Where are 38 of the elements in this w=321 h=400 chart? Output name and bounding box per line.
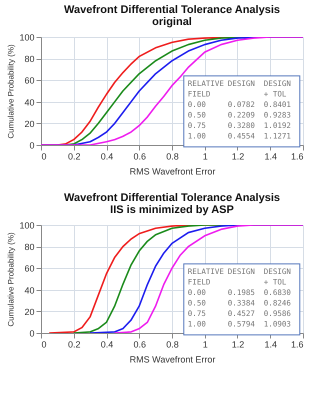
y-tick-label: 40 [24, 97, 34, 108]
x-tick-label: 0.8 [166, 340, 179, 350]
x-tick-label: 0 [42, 340, 47, 350]
x-tick-label: 1.2 [232, 340, 244, 350]
x-tick-label: 0.4 [100, 340, 114, 350]
y-tick-label: 0 [29, 328, 34, 338]
x-tick-label: 1.2 [232, 152, 244, 162]
x-tick-label: 0 [42, 152, 47, 162]
y-tick-label: 0 [29, 140, 34, 150]
y-axis-title: Cumulative Probability (%) [6, 232, 16, 327]
y-tick-label: 60 [24, 264, 34, 274]
x-tick-label: 1.4 [264, 340, 278, 350]
y-tick-label: 20 [24, 118, 34, 129]
x-tick-label: 0.8 [166, 152, 179, 162]
y-tick-label: 100 [19, 32, 34, 42]
chart-subtitle: original [152, 16, 192, 28]
y-tick-label: 40 [24, 285, 34, 296]
x-tick-label: 1.6 [290, 340, 304, 350]
chart-title: Wavefront Differential Tolerance Analysis [64, 4, 280, 16]
y-tick-label: 60 [24, 76, 34, 86]
y-tick-label: 80 [24, 242, 34, 252]
x-tick-label: 0.2 [68, 340, 81, 350]
x-tick-label: 1.6 [290, 152, 304, 162]
x-tick-label: 0.6 [133, 152, 146, 162]
x-axis-title: RMS Wavefront Error [130, 354, 216, 364]
y-tick-label: 80 [24, 54, 34, 64]
x-tick-label: 1.4 [264, 152, 278, 162]
x-tick-label: 0.6 [133, 340, 146, 350]
chart-subtitle: IIS is minimized by ASP [110, 204, 234, 216]
x-tick-label: 0.4 [100, 152, 114, 162]
x-tick-label: 0.2 [68, 152, 81, 162]
x-tick-label: 1 [202, 152, 208, 162]
x-tick-label: 1 [202, 340, 208, 350]
y-tick-label: 20 [24, 306, 34, 317]
x-axis-title: RMS Wavefront Error [130, 166, 216, 176]
chart-title: Wavefront Differential Tolerance Analysis [64, 192, 280, 204]
y-axis-title: Cumulative Probability (%) [6, 44, 16, 139]
y-tick-label: 100 [19, 220, 34, 230]
